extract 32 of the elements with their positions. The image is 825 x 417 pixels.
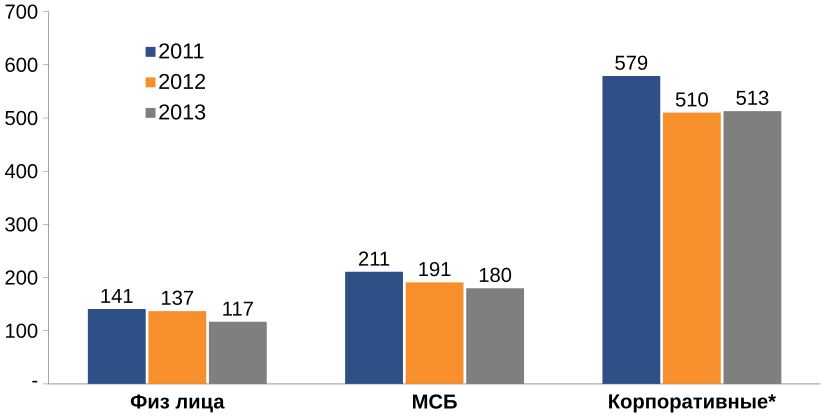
bar (406, 282, 464, 384)
bar (466, 288, 524, 384)
data-label: 510 (676, 92, 708, 107)
bar (723, 111, 782, 384)
legend-label: 2013 (159, 104, 206, 120)
bar (602, 76, 660, 384)
y-tick-label: 600 (6, 58, 38, 72)
x-tick-label: МСБ (412, 394, 457, 409)
data-label: 513 (736, 90, 768, 105)
bar (345, 272, 403, 384)
y-tick-label: 300 (5, 217, 38, 232)
data-label: 191 (419, 262, 450, 276)
y-tick-label: 200 (6, 270, 38, 285)
y-tick-label: 400 (4, 164, 38, 178)
legend-label: 2012 (159, 74, 206, 90)
x-tick-label: Физ лица (130, 394, 225, 412)
data-label: 579 (615, 56, 648, 70)
bar (88, 308, 146, 384)
y-tick-label: - (32, 380, 38, 382)
data-label: 137 (162, 290, 194, 305)
legend-label: 2011 (159, 43, 204, 59)
data-label: 141 (101, 288, 133, 303)
bar (662, 112, 721, 384)
y-tick-label: 700 (6, 4, 38, 19)
y-tick-label: 100 (6, 324, 38, 338)
x-tick-label: Корпоративные* (609, 394, 776, 412)
bar (208, 322, 267, 384)
data-label: 117 (223, 302, 253, 316)
data-label: 180 (480, 268, 512, 282)
y-tick-label: 500 (5, 110, 38, 126)
data-label: 211 (358, 252, 390, 266)
bar (148, 311, 206, 384)
